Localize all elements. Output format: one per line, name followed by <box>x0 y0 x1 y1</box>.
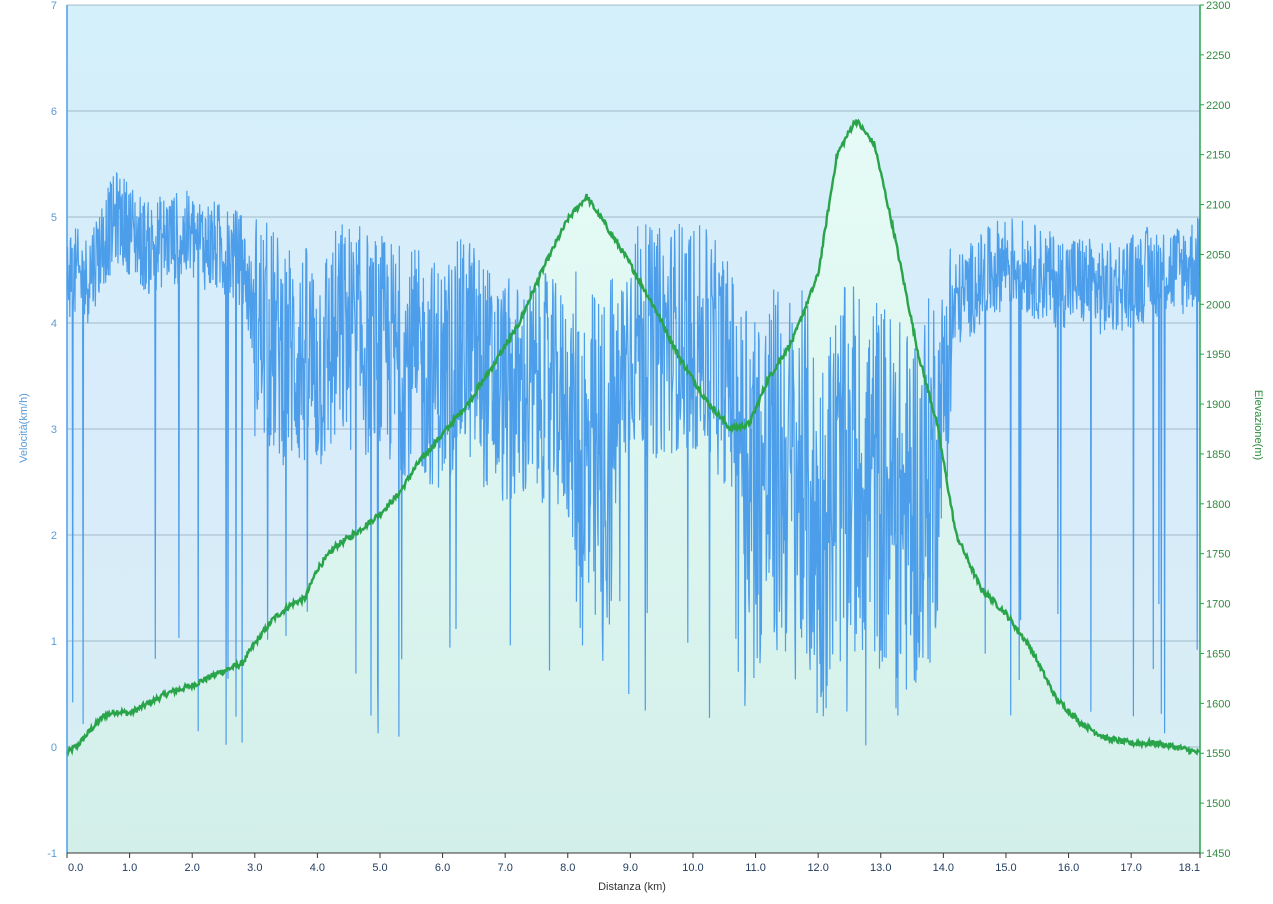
right-tick-label: 1550 <box>1206 748 1230 760</box>
x-tick-label: 18.1 <box>1179 862 1200 874</box>
right-tick-label: 2000 <box>1206 299 1230 311</box>
right-tick-label: 1800 <box>1206 499 1230 511</box>
x-tick-label: 5.0 <box>372 862 387 874</box>
right-tick-label: 2200 <box>1206 100 1230 112</box>
left-axis-title: Velocità(km/h) <box>18 393 30 463</box>
left-tick-label: 5 <box>51 212 57 224</box>
right-tick-label: 1600 <box>1206 698 1230 710</box>
right-tick-label: 1900 <box>1206 399 1230 411</box>
x-tick-label: 15.0 <box>995 862 1016 874</box>
x-tick-label: 4.0 <box>310 862 325 874</box>
right-tick-label: 1750 <box>1206 549 1230 561</box>
x-tick-label: 6.0 <box>435 862 450 874</box>
x-tick-label: 9.0 <box>623 862 638 874</box>
right-tick-label: 1700 <box>1206 599 1230 611</box>
x-tick-label: 1.0 <box>122 862 137 874</box>
left-tick-label: 2 <box>51 530 57 542</box>
right-tick-label: 1450 <box>1206 848 1230 860</box>
right-tick-label: 2300 <box>1206 0 1230 12</box>
axes <box>66 5 1201 854</box>
left-tick-label: -1 <box>47 848 57 860</box>
right-tick-label: 2100 <box>1206 200 1230 212</box>
x-tick-label: 11.0 <box>745 862 766 874</box>
right-tick-label: 2150 <box>1206 150 1230 162</box>
left-tick-label: 7 <box>51 0 57 12</box>
right-tick-label: 1850 <box>1206 449 1230 461</box>
x-axis-title: Distanza (km) <box>598 881 666 893</box>
x-tick-label: 8.0 <box>560 862 575 874</box>
x-tick-label: 3.0 <box>247 862 262 874</box>
x-tick-label: 2.0 <box>185 862 200 874</box>
left-axis-ticks: -1 0 1 2 3 4 5 6 7 <box>47 0 57 860</box>
elevation-series-line <box>65 118 1201 757</box>
x-tick-label: 0.0 <box>68 862 83 874</box>
right-tick-label: 1950 <box>1206 349 1230 361</box>
left-tick-label: 0 <box>51 742 57 754</box>
right-tick-label: 1500 <box>1206 798 1230 810</box>
x-tick-label: 10.0 <box>682 862 703 874</box>
x-tick-label: 7.0 <box>498 862 513 874</box>
x-tick-label: 13.0 <box>870 862 891 874</box>
left-tick-label: 1 <box>51 636 57 648</box>
x-tick-label: 17.0 <box>1120 862 1141 874</box>
x-axis-ticks: 0.0 1.0 2.0 3.0 4.0 5.0 6.0 7.0 8.0 9.0 10.0 11.0 12… <box>66 853 1201 874</box>
left-tick-label: 3 <box>51 424 57 436</box>
right-tick-label: 2250 <box>1206 50 1230 62</box>
right-axis-title: Elevazione(m) <box>1252 390 1264 460</box>
x-tick-label: 14.0 <box>933 862 954 874</box>
x-tick-label: 16.0 <box>1058 862 1079 874</box>
speed-series-line <box>66 171 1201 746</box>
left-tick-label: 6 <box>51 106 57 118</box>
right-axis-ticks: 1450 1500 1550 1600 1650 1700 1750 1800 1850 1900… <box>1200 0 1230 860</box>
x-tick-label: 12.0 <box>807 862 828 874</box>
right-tick-label: 2050 <box>1206 249 1230 261</box>
left-tick-label: 4 <box>51 318 57 330</box>
right-tick-label: 1650 <box>1206 648 1230 660</box>
